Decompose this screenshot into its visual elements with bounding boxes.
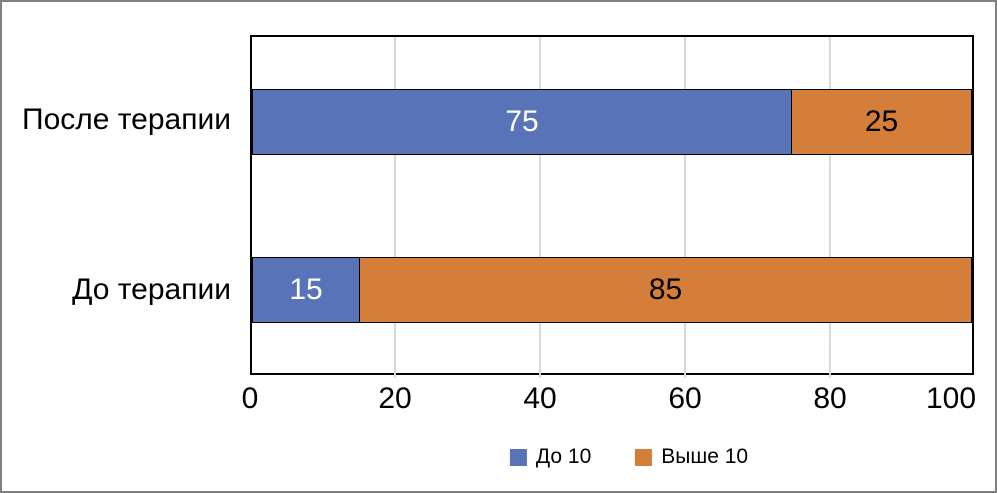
legend-swatch-vyshe10 [635, 448, 653, 466]
gridline-60 [684, 37, 686, 378]
bar-segment-vyshe10-posle: 25 [792, 89, 972, 155]
legend-label-do10: До 10 [535, 445, 592, 468]
gridline-40 [539, 37, 541, 378]
plot-area: 75 25 15 85 [250, 35, 974, 378]
data-label: 75 [505, 105, 539, 138]
x-tick-0: 0 [241, 382, 259, 415]
x-tick-40: 40 [523, 382, 557, 415]
legend-swatch-do10 [509, 448, 527, 466]
bar-segment-vyshe10-do: 85 [360, 257, 972, 323]
legend-item-do10: До 10 [509, 445, 592, 469]
data-label: 15 [289, 273, 323, 306]
legend-item-vyshe10: Выше 10 [635, 445, 748, 469]
gridline-80 [829, 37, 831, 378]
legend: До 10 Выше 10 [509, 445, 748, 469]
legend-label-vyshe10: Выше 10 [661, 445, 749, 468]
x-tick-100: 100 [925, 382, 977, 415]
bar-row-do-terapii: 15 85 [252, 257, 972, 323]
x-tick-60: 60 [668, 382, 702, 415]
category-label-do-terapii: До терапии [72, 273, 231, 306]
x-tick-20: 20 [378, 382, 412, 415]
bar-row-posle-terapii: 75 25 [252, 89, 972, 155]
x-tick-80: 80 [813, 382, 847, 415]
data-label: 25 [864, 105, 899, 138]
data-label: 85 [648, 273, 683, 306]
gridline-20 [394, 37, 396, 378]
category-label-posle-terapii: После терапии [22, 103, 231, 136]
bar-segment-do10-posle: 75 [252, 89, 792, 155]
bar-segment-do10-do: 15 [252, 257, 360, 323]
